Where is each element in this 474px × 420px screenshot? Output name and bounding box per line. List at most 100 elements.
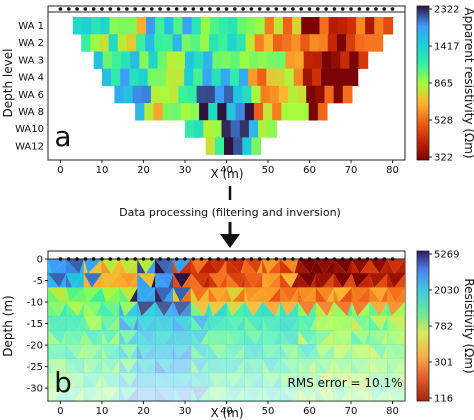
pseudosection-cell [189,103,200,121]
electrode-marker [282,257,287,261]
pseudosection-cell [203,120,213,138]
model-cell [48,315,52,331]
model-cell [363,315,370,331]
pseudosection-cell [184,120,195,138]
model-cell [280,287,290,303]
electrode-marker [324,7,328,11]
model-cell [297,259,317,274]
model-cell [190,330,210,345]
model-cell [315,386,335,401]
model-cell [65,273,73,288]
model-cell [101,287,106,303]
model-cell [297,315,311,331]
model-cell [101,315,120,331]
model-cell [333,386,352,401]
model-cell [204,344,210,359]
panel-a-label: a [54,120,71,153]
model-cell [234,386,245,401]
model-cell [309,386,317,401]
model-cell [65,344,78,359]
electrode-marker [282,7,287,11]
model-cell [322,273,335,288]
model-cell [65,273,85,288]
pseudosection-cell [191,17,202,35]
pseudosection-cell [293,68,304,87]
model-cell [155,386,168,401]
model-cell [79,330,85,345]
pseudosection-cell [118,17,129,35]
model-cell [226,273,241,288]
model-cell [315,301,327,317]
model-cell [208,358,227,374]
electrode-marker [125,7,129,11]
model-cell [101,287,120,303]
model-cell [226,315,245,331]
model-cell [244,301,254,317]
electrode-marker [116,257,121,261]
model-cell [297,344,317,359]
model-cell [213,358,227,374]
model-cell [394,259,405,274]
model-cell [172,315,192,331]
pseudosection-cell [81,34,91,52]
pseudosection-cell [132,85,143,104]
pseudosection-cell [221,120,232,138]
model-cell [83,315,91,331]
pseudosection-cell [82,17,92,35]
model-cell [65,301,78,317]
model-cell [326,301,335,317]
model-cell [129,344,138,359]
x-tick-label: 60 [303,406,316,417]
model-cell [369,344,383,359]
model-cell [90,315,103,331]
model-cell [280,301,288,317]
electrode-marker [233,257,237,261]
model-cell [190,372,204,388]
level-label: WA 3 [18,55,44,66]
pseudosection-cell [150,85,161,104]
model-cell [137,330,156,345]
model-cell [119,287,138,303]
model-cell [198,287,210,303]
pseudosection-cell [194,120,204,138]
model-cell [351,259,370,274]
model-cell [351,386,370,401]
model-cell [137,315,156,331]
model-cell [326,287,335,303]
model-cell [48,386,55,401]
model-cell [69,287,85,303]
x-tick-label: 10 [96,165,109,176]
electrode-marker [357,257,362,261]
model-cell [48,287,67,303]
pseudosection-cell [173,17,184,35]
model-cell [240,273,245,288]
pseudosection-cell [306,85,316,104]
model-cell [155,301,164,317]
model-cell [341,358,352,374]
pseudosection-cell [135,103,145,121]
model-cell [291,273,299,288]
pseudosection-cell [221,51,232,69]
model-cell [327,358,335,374]
pseudosection-cell [169,85,179,104]
pseudosection-cell [194,51,204,69]
model-cell [294,259,299,274]
model-cell [83,287,89,303]
pseudosection-cell [219,17,229,35]
model-cell [128,358,138,374]
pseudosection-cell [253,103,264,121]
model-cell [101,259,120,274]
model-cell [126,259,138,274]
electrode-marker [266,7,270,11]
pseudosection-cell [205,137,216,155]
model-cell [79,259,85,274]
model-cell [333,344,343,359]
pseudosection-cell [346,34,356,52]
pseudosection-cell [258,120,268,138]
model-cell [101,301,116,317]
x-tick-label: 80 [386,406,399,417]
electrode-marker [249,257,254,261]
colorbar-tick-label: 301 [434,358,453,369]
model-cell [252,273,263,288]
model-cell [51,315,67,331]
